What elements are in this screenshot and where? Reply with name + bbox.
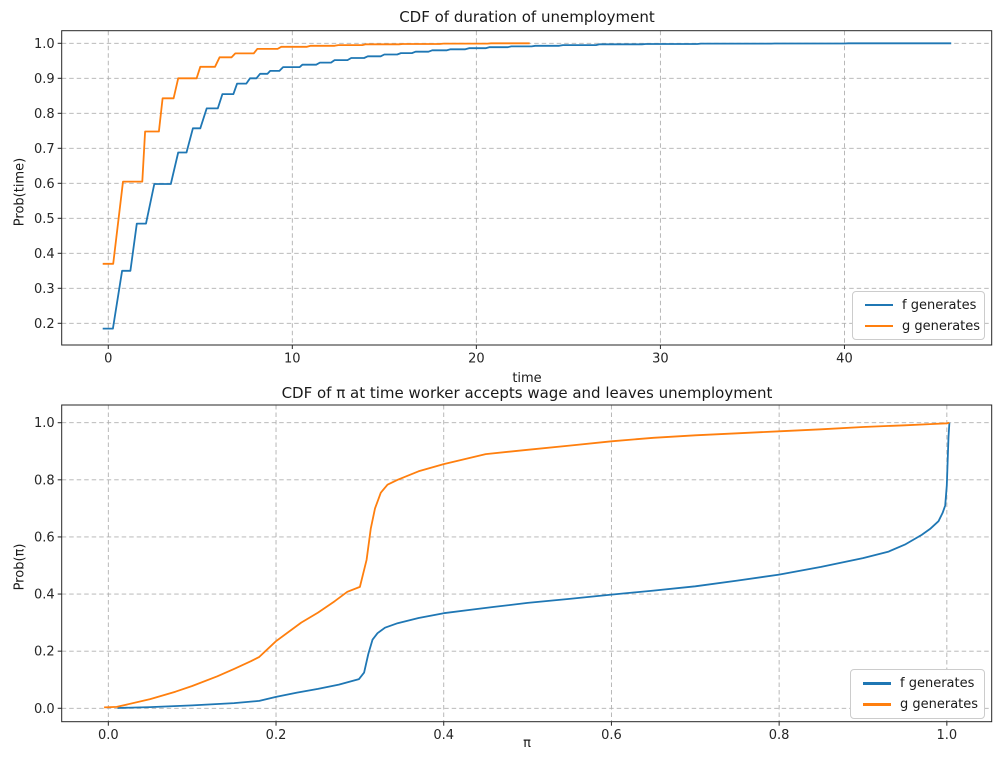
axes-spines [61, 30, 993, 346]
top-chart-ylabel-text: Prob(time) [12, 157, 28, 227]
y-tick-label: 0.2 [34, 317, 55, 332]
chart-1: 0 10 20 30 40 0.2 0.3 0.4 0.5 0.6 0.7 0.8 0.9 1.0 [34, 30, 993, 367]
x-tick-label: 40 [836, 352, 853, 367]
bottom-chart-xlabel: π [523, 736, 531, 751]
top-chart-xlabel: time [512, 371, 542, 386]
legend-label-f: f generates [900, 675, 975, 691]
legend-line-swatch-f-icon [863, 681, 891, 685]
y-tick-label: 1.0 [34, 416, 55, 431]
y-tick-label: 0.4 [34, 247, 55, 262]
series-line-0 [117, 422, 951, 709]
x-tick-label: 0.4 [433, 728, 454, 743]
x-tick-label: 0.2 [266, 728, 287, 743]
x-tick-label: 1.0 [936, 728, 957, 743]
y-tick-label: 0.5 [34, 212, 55, 227]
x-tick-label: 30 [652, 352, 669, 367]
y-tick-label: 1.0 [34, 37, 55, 52]
legend-entry-g: g generates [863, 697, 978, 714]
legend-line-swatch-f-icon [865, 303, 893, 307]
x-tick-label: 0.6 [601, 728, 622, 743]
legend-entry-f: f generates [865, 297, 977, 313]
bottom-chart-legend: f generates g generates [850, 669, 985, 719]
x-tick-label: 10 [284, 352, 301, 367]
series-line-1 [102, 42, 530, 265]
y-tick-label: 0.8 [34, 473, 55, 488]
legend-line-swatch-g-icon [863, 703, 891, 707]
bottom-chart-title: CDF of π at time worker accepts wage and… [281, 384, 773, 402]
x-tick-label: 20 [468, 352, 485, 367]
x-tick-label: 0 [104, 352, 112, 367]
legend-label-f: f generates [902, 297, 977, 313]
legend-entry-g: g generates [865, 318, 980, 334]
top-chart-title: CDF of duration of unemployment [399, 8, 655, 26]
y-tick-label: 0.3 [34, 282, 55, 297]
x-tick-label: 0.8 [769, 728, 790, 743]
top-chart-legend: f generates g generates [852, 291, 985, 340]
bottom-chart-ylabel-text: Prob(π) [12, 543, 28, 591]
series-line-0 [102, 42, 952, 330]
legend-entry-f: f generates [863, 675, 974, 692]
y-tick-label: 0.6 [34, 530, 55, 545]
y-tick-label: 0.4 [34, 588, 55, 603]
y-tick-label: 0.2 [34, 645, 55, 660]
legend-label-g: g generates [902, 318, 981, 334]
x-tick-label: 0.0 [98, 728, 119, 743]
legend-line-swatch-g-icon [865, 324, 893, 328]
chart-2: 0.0 0.2 0.4 0.6 0.8 1.0 0.0 0.2 0.4 0.6 0.8 1.0 [34, 404, 993, 743]
y-tick-label: 0.6 [34, 177, 55, 192]
series-line-1 [104, 421, 950, 709]
y-tick-label: 0.0 [34, 702, 55, 717]
y-tick-label: 0.9 [34, 72, 55, 87]
y-tick-label: 0.7 [34, 142, 55, 157]
axes-spines [61, 404, 993, 723]
legend-label-g: g generates [900, 697, 979, 713]
y-tick-label: 0.8 [34, 107, 55, 122]
